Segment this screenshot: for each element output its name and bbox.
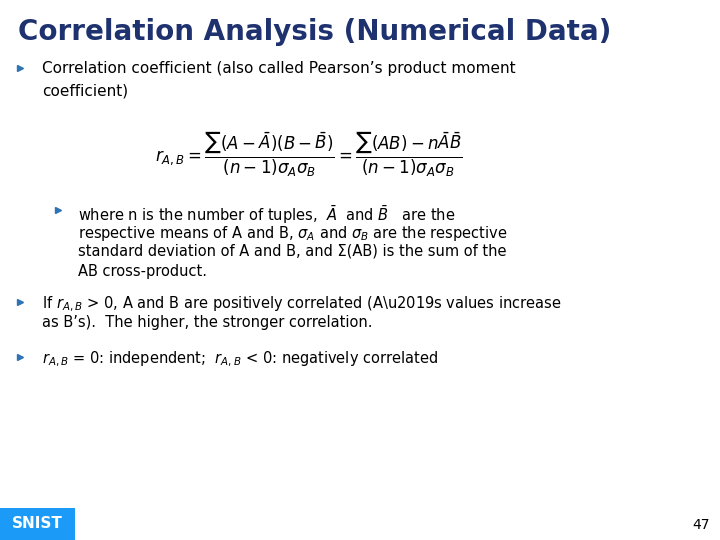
Text: 47: 47: [693, 518, 710, 532]
Text: If $r_{A,B}$ > 0, A and B are positively correlated (A\u2019s values increase: If $r_{A,B}$ > 0, A and B are positively…: [42, 295, 562, 314]
Text: $r_{A,B}$ = 0: independent;  $r_{A,B}$ < 0: negatively correlated: $r_{A,B}$ = 0: independent; $r_{A,B}$ < …: [42, 350, 438, 369]
Text: SNIST: SNIST: [12, 516, 63, 531]
FancyBboxPatch shape: [0, 508, 75, 540]
Text: $r_{A,B} = \dfrac{\sum(A-\bar{A})(B-\bar{B})}{(n-1)\sigma_A\sigma_B} = \dfrac{\s: $r_{A,B} = \dfrac{\sum(A-\bar{A})(B-\bar…: [155, 130, 463, 179]
Text: coefficient): coefficient): [42, 83, 128, 98]
Text: AB cross-product.: AB cross-product.: [78, 264, 207, 279]
Text: Correlation coefficient (also called Pearson’s product moment: Correlation coefficient (also called Pea…: [42, 61, 516, 76]
Text: as B’s).  The higher, the stronger correlation.: as B’s). The higher, the stronger correl…: [42, 315, 372, 330]
Text: where n is the number of tuples,  $\bar{A}$  and $\bar{B}$   are the: where n is the number of tuples, $\bar{A…: [78, 204, 456, 226]
Text: Correlation Analysis (Numerical Data): Correlation Analysis (Numerical Data): [18, 18, 611, 46]
Text: standard deviation of A and B, and Σ(AB) is the sum of the: standard deviation of A and B, and Σ(AB)…: [78, 244, 506, 259]
Text: respective means of A and B, $\sigma_A$ and $\sigma_B$ are the respective: respective means of A and B, $\sigma_A$ …: [78, 224, 508, 243]
